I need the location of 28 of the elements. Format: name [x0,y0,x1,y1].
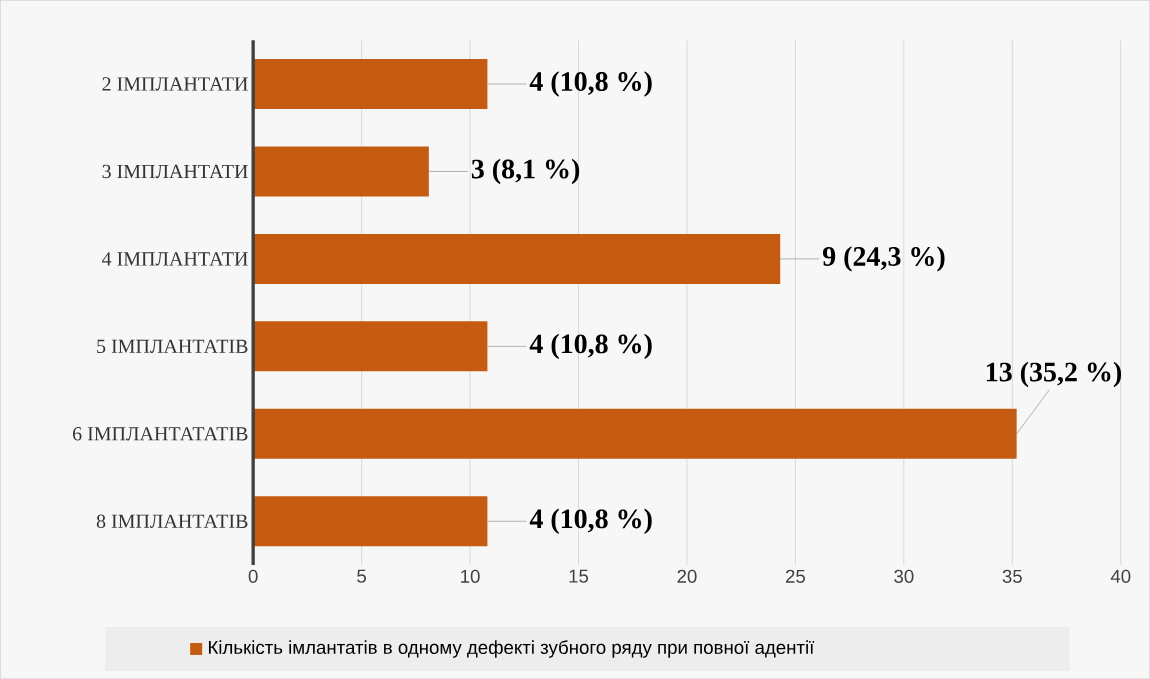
legend-label: Кількість імлантатів в одному дефекті зубного ряду при повної адентії [208,640,815,658]
x-tick-label: 10 [461,569,480,583]
x-tick-label: 15 [569,569,589,583]
data-label: 4 (10,8 %) [529,333,652,359]
x-tick-label: 0 [248,569,258,583]
x-tick-label: 30 [894,569,914,583]
y-tick-label: 6 ІМПЛАНТАТАТІВ [73,427,248,441]
y-tick-label: 8 ІМПЛАНТАТІВ [96,514,248,528]
bar [253,408,1017,459]
x-tick-label: 35 [1002,569,1022,583]
data-label: 3 (8,1 %) [471,158,580,185]
bar [253,496,488,547]
data-label: 4 (10,8 %) [529,508,652,534]
bar [253,233,781,284]
x-tick-label: 25 [785,569,805,583]
x-tick-label: 40 [1110,569,1131,583]
bar [253,58,488,109]
y-tick-label: 5 ІМПЛАНТАТІВ [97,339,248,353]
y-tick-label: 3 ІМПЛАНТАТИ [102,164,248,179]
x-tick-label: 20 [677,569,697,583]
data-label: 4 (10,8 %) [529,71,652,97]
bar [253,146,429,197]
y-tick-label: 2 ІМПЛАНТАТИ [102,77,248,91]
y-tick-label: 4 ІМПЛАНТАТИ [102,252,248,266]
data-label: 13 (35,2 %) [986,361,1122,388]
x-tick-label: 5 [357,569,367,583]
data-label: 9 (24,3 %) [822,246,945,272]
bar [253,321,488,372]
